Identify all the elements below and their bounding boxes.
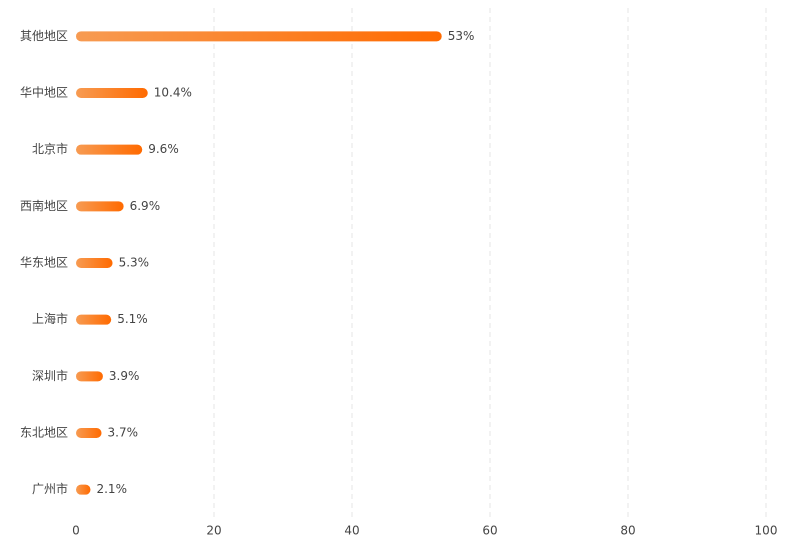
data-label: 9.6% [148, 142, 179, 156]
data-label: 5.3% [119, 256, 150, 270]
bar [76, 484, 91, 495]
data-label: 3.9% [109, 369, 140, 383]
x-tick-label: 20 [206, 524, 221, 538]
data-label: 5.1% [117, 312, 148, 326]
data-label: 3.7% [108, 426, 139, 440]
bar [76, 371, 103, 382]
y-tick-label: 东北地区 [20, 426, 68, 440]
bar [76, 88, 148, 98]
bar [76, 258, 113, 268]
y-tick-label: 北京市 [32, 141, 68, 156]
data-label: 10.4% [154, 86, 192, 100]
x-tick-label: 0 [72, 524, 80, 538]
y-tick-label: 其他地区 [20, 29, 68, 43]
x-tick-label: 40 [344, 524, 359, 538]
data-label: 53% [448, 29, 475, 43]
bar [76, 31, 442, 42]
y-tick-label: 西南地区 [20, 198, 68, 213]
data-label: 6.9% [130, 199, 161, 213]
y-tick-label: 华中地区 [20, 85, 68, 100]
bar [76, 144, 143, 155]
bar [76, 428, 102, 438]
y-tick-label: 华东地区 [20, 256, 68, 270]
x-tick-label: 100 [755, 524, 778, 538]
y-tick-label: 深圳市 [32, 368, 68, 383]
y-tick-label: 广州市 [32, 481, 68, 496]
bar [76, 314, 112, 325]
x-tick-label: 60 [482, 524, 497, 538]
y-tick-label: 上海市 [32, 311, 68, 326]
bar [76, 201, 124, 212]
x-tick-label: 80 [620, 524, 635, 538]
data-label: 2.1% [96, 482, 127, 496]
